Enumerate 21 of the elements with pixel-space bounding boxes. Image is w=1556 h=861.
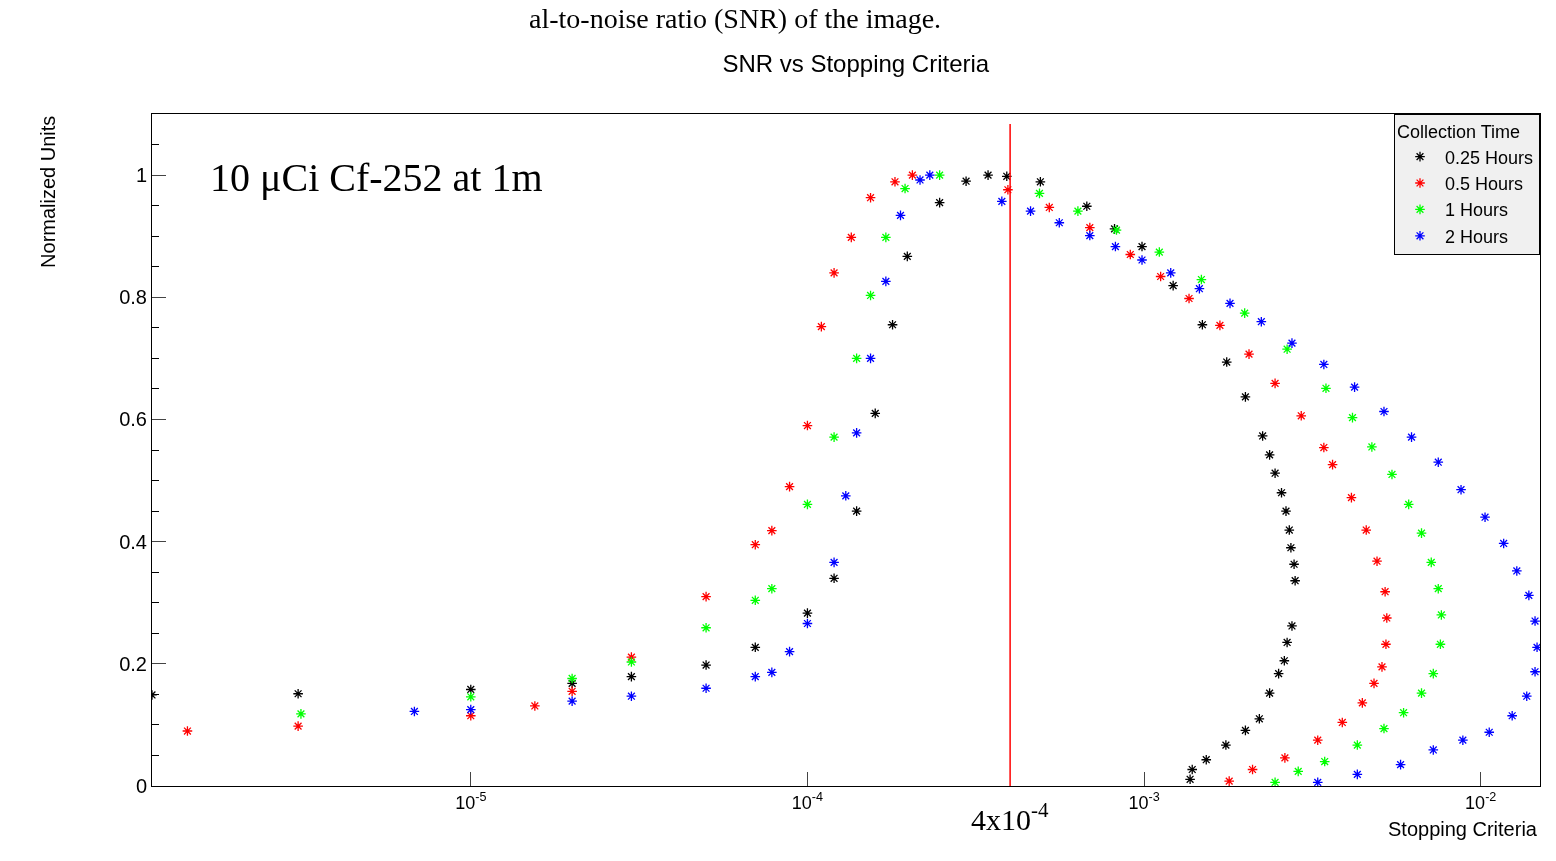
- x-tick-label: 10$^{-5}$: [455, 790, 487, 813]
- legend-label: 0.5 Hours: [1445, 174, 1524, 195]
- legend-title: Collection Time: [1397, 122, 1521, 143]
- y-tick-label: 0.2: [119, 652, 147, 675]
- text: al-to-noise ratio (SNR) of the image.: [529, 3, 942, 34]
- chart-title: SNR vs Stopping Criteria: [722, 50, 990, 78]
- legend-label: 1 Hours: [1445, 200, 1509, 221]
- legend-label: 2 Hours: [1445, 226, 1509, 247]
- annotation: 10 μCi Cf-252 at 1m: [210, 155, 543, 200]
- x-tick-label: 10$^{-4}$: [791, 790, 824, 813]
- y-tick-label: 0.6: [119, 408, 147, 431]
- ref-line-label: 4x10$^{-4}$: [971, 798, 1049, 836]
- x-tick-label: 10$^{-2}$: [1465, 790, 1497, 813]
- y-tick-label: 1: [135, 164, 147, 187]
- y-tick-label: 0.4: [119, 530, 147, 553]
- x-tick-label: 10$^{-3}$: [1128, 790, 1160, 813]
- y-tick-label: 0: [135, 775, 147, 797]
- legend-label: 0.25 Hours: [1445, 147, 1534, 168]
- y-axis-title: Normalized Units: [36, 115, 59, 268]
- x-axis-title: Stopping Criteria: [1388, 818, 1538, 840]
- y-tick-label: 0.8: [119, 286, 147, 309]
